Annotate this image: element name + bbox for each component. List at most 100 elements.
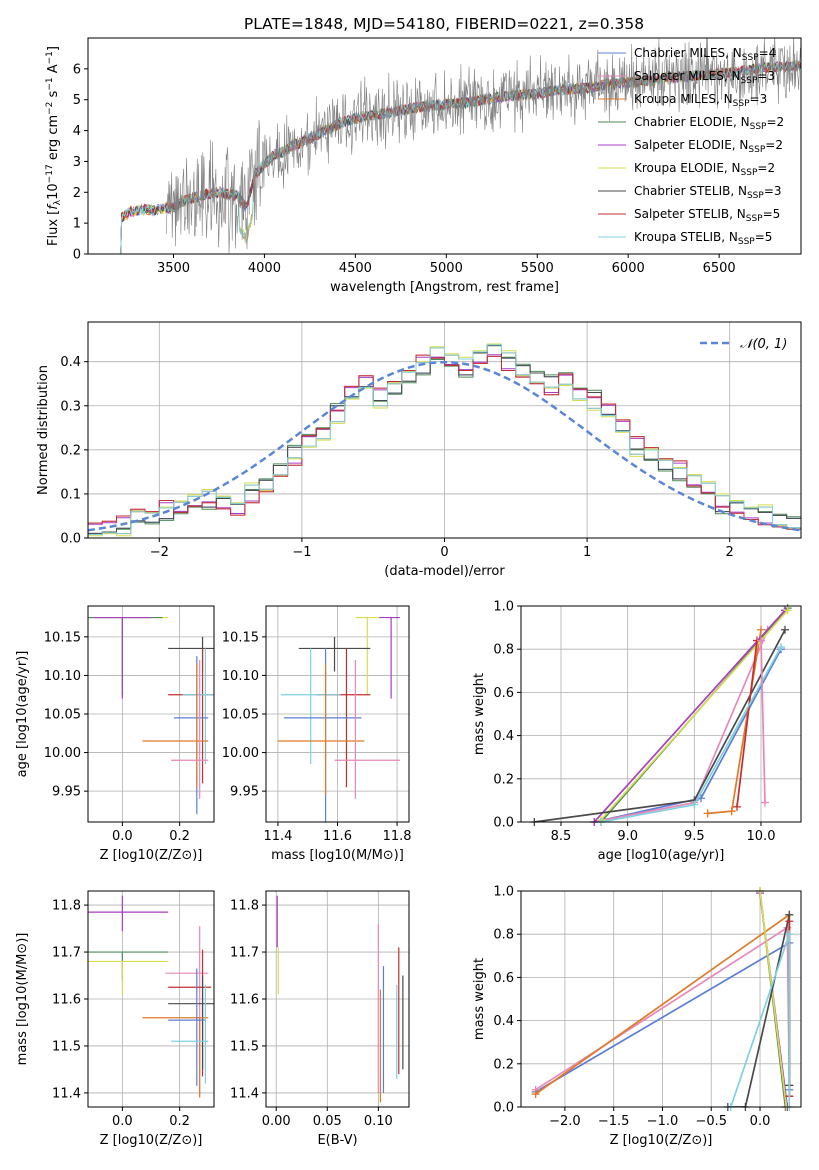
weight-marker (757, 636, 765, 645)
x-tick-label: 0.05 (313, 1114, 342, 1129)
age-vs-Z-panel: 0.0 0.2 9.95 10.00 10.05 10.10 10.15 Z [log10(Z… (15, 605, 215, 863)
x-tick-label: 11.8 (383, 829, 412, 844)
y-axis-label: age [log10(age/yr)] (15, 651, 30, 778)
mass-vs-EBV-panel: 0.00 0.05 0.10 11.4 11.5 11.6 11.7 11.8 E(B-V) (230, 890, 410, 1148)
y-tick-label: 0.2 (493, 1057, 514, 1072)
y-tick-label: 0.6 (493, 971, 514, 986)
x-tick-label: 0.2 (169, 1114, 190, 1129)
x-tick-label: −1.5 (598, 1114, 630, 1129)
x-tick-label: 4500 (339, 261, 372, 276)
y-tick-label: 0.1 (60, 487, 81, 502)
x-tick-label: 11.6 (323, 829, 352, 844)
y-tick-label: 1.0 (493, 885, 514, 900)
x-tick-label: 0.2 (169, 829, 190, 844)
y-tick-label: 2 (73, 186, 81, 201)
y-tick-label: 0.0 (60, 532, 81, 547)
x-tick-label: −2 (150, 545, 169, 560)
x-tick-label: 4000 (248, 261, 281, 276)
x-tick-label: 8.5 (551, 829, 572, 844)
x-tick-label: 6000 (612, 261, 645, 276)
y-tick-label: 1.0 (493, 600, 514, 615)
y-tick-label: 10.15 (44, 630, 81, 645)
data-spectrum-line (165, 38, 801, 254)
y-tick-label: 11.5 (52, 1039, 81, 1054)
y-tick-label: 0.2 (493, 772, 514, 787)
weight-marker (783, 606, 792, 615)
y-tick-label: 0.8 (493, 643, 514, 658)
y-tick-label: 11.6 (230, 993, 259, 1008)
x-tick-label: 1 (583, 545, 591, 560)
x-tick-label: −0.5 (695, 1114, 727, 1129)
x-tick-label: 0.0 (750, 1114, 771, 1129)
y-tick-label: 11.8 (52, 899, 81, 914)
x-axis-label: mass [log10(M/M⊙)] (271, 848, 404, 863)
y-axis-label: mass weight (472, 958, 487, 1040)
y-axis-label: Normed distribution (36, 365, 51, 495)
mass-vs-Z-panel: 0.0 0.2 11.4 11.5 11.6 11.7 11.8 Z [log10(Z/Z⊙)… (15, 890, 215, 1148)
x-tick-label: 0.0 (112, 1114, 133, 1129)
weight-marker (757, 625, 765, 634)
x-axis-label: Z [log10(Z/Z⊙)] (100, 1133, 203, 1148)
mass-weight-vs-Z-panel: −2.0 −1.5 −1.0 −0.5 0.0 0.0 0.2 0.4 0.6 0.8 1.0 Z [… (472, 885, 802, 1148)
y-tick-label: 11.7 (230, 946, 259, 961)
weight-marker (781, 625, 789, 634)
x-tick-label: 11.4 (263, 829, 292, 844)
y-tick-label: 0.6 (493, 686, 514, 701)
normal-curve (88, 360, 801, 532)
weight-line-salpeter-stelib (736, 640, 758, 808)
x-axis-label: age [log10(age/yr)] (598, 848, 725, 863)
x-axis-label: Z [log10(Z/Z⊙)] (610, 1133, 713, 1148)
y-tick-label: 9.95 (230, 785, 259, 800)
legend-entry: Kroupa ELODIE, NSSP=2 (634, 161, 775, 178)
x-tick-label: −1 (292, 545, 311, 560)
legend-entry: Salpeter MILES, NSSP=3 (634, 69, 775, 86)
y-tick-label: 0.0 (493, 1101, 514, 1116)
legend-entry: 𝒩(0, 1) (740, 337, 787, 352)
y-tick-label: 6 (73, 62, 81, 77)
y-tick-label: 11.7 (52, 946, 81, 961)
x-axis-label: wavelength [Angstrom, rest frame] (330, 280, 559, 295)
y-tick-label: 9.95 (52, 785, 81, 800)
y-tick-label: 11.4 (52, 1086, 81, 1101)
weight-marker (690, 800, 699, 809)
x-axis-label: E(B-V) (317, 1133, 357, 1148)
weight-line-kroupa-elodie (759, 891, 788, 1107)
x-tick-label: 2 (726, 545, 734, 560)
y-tick-label: 0.2 (60, 443, 81, 458)
y-tick-label: 11.4 (230, 1086, 259, 1101)
weight-line-salpeter-elodie (593, 609, 786, 822)
x-tick-label: 9.5 (684, 829, 705, 844)
age-vs-mass-panel: 11.4 11.6 11.8 9.95 10.00 10.05 10.10 10.15 mass… (222, 605, 412, 863)
figure-title: PLATE=1848, MJD=54180, FIBERID=0221, z=0… (244, 15, 644, 33)
y-tick-label: 0.4 (493, 729, 514, 744)
y-tick-label: 10.15 (222, 630, 259, 645)
x-tick-label: 6500 (703, 261, 736, 276)
legend-entry: Salpeter STELIB, NSSP=5 (634, 207, 780, 224)
y-tick-label: 5 (73, 93, 81, 108)
y-tick-label: 4 (73, 124, 81, 139)
spectrum-panel: 3500 4000 4500 5000 5500 6000 6500 0 1 2 3 4 5 6 wavel… (45, 37, 802, 295)
weight-line-kroupa-miles (707, 629, 762, 815)
x-axis-label: (data-model)/error (384, 564, 505, 579)
weight-marker (703, 809, 712, 818)
axes-frame (520, 890, 802, 1108)
weight-line-chabrier-stelib (727, 914, 791, 1107)
legend-entry: Chabrier ELODIE, NSSP=2 (634, 115, 784, 132)
y-tick-label: 0.3 (60, 399, 81, 414)
y-tick-label: 10.05 (44, 708, 81, 723)
residuals-panel: −2 −1 0 1 2 0.0 0.1 0.2 0.3 0.4 (data-model)/error… (36, 321, 802, 579)
legend-entry: Kroupa STELIB, NSSP=5 (634, 230, 772, 247)
weight-marker (727, 807, 736, 816)
y-tick-label: 0 (73, 248, 81, 263)
axes-frame (87, 605, 215, 823)
x-axis-label: Z [log10(Z/Z⊙)] (100, 848, 203, 863)
y-axis-label: mass [log10(M/M⊙)] (15, 933, 30, 1066)
axes-frame (520, 605, 802, 823)
x-tick-label: 5000 (430, 261, 463, 276)
weight-marker (531, 1090, 540, 1099)
x-tick-label: 0.10 (364, 1114, 393, 1129)
mass-weight-vs-age-panel: 8.5 9.0 9.5 10.0 0.0 0.2 0.4 0.6 0.8 1.0 age [log1… (472, 600, 802, 863)
x-tick-label: 3500 (157, 261, 190, 276)
y-tick-label: 10.10 (44, 669, 81, 684)
x-tick-label: 10.0 (747, 829, 776, 844)
